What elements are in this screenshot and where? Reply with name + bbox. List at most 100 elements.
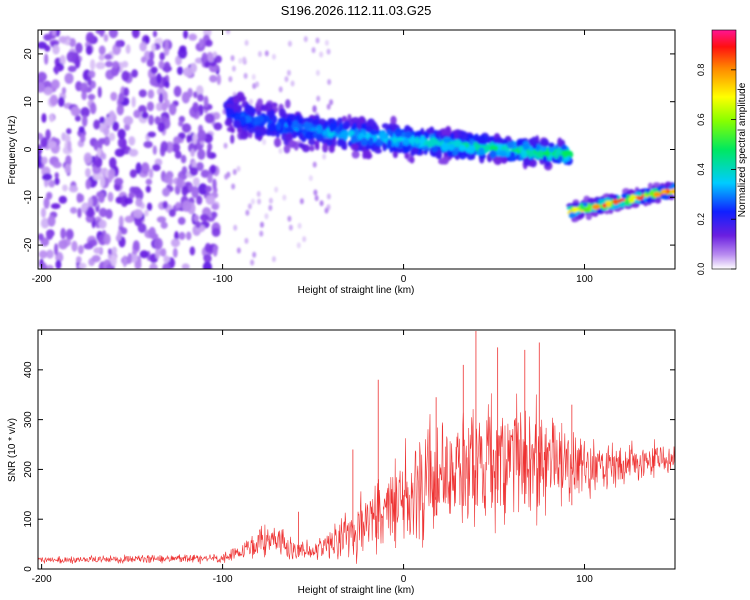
spectrogram-cell — [170, 238, 181, 248]
spectrogram-cell — [38, 154, 43, 166]
spectrogram-cell — [149, 50, 155, 61]
spectrogram-cell — [117, 137, 127, 149]
spectrogram-cell — [114, 148, 125, 157]
spectrogram-cell — [557, 155, 564, 162]
spectrogram-cell — [245, 107, 255, 114]
spectrogram-cell — [67, 139, 72, 152]
spectrogram-cell — [247, 127, 256, 134]
spectrogram-cell — [211, 203, 219, 210]
spectrogram-cell — [123, 197, 133, 205]
spectrogram-cell — [99, 116, 106, 124]
spectrogram-cell — [453, 139, 462, 147]
spectrogram-cell — [212, 178, 217, 190]
spectrogram-cell — [105, 208, 113, 220]
spectrogram-cell — [247, 203, 252, 210]
spectrogram-cell — [98, 54, 105, 61]
spectrogram-cell — [138, 89, 147, 98]
spectrogram-cell — [153, 237, 163, 250]
spectrogram-cell — [127, 252, 132, 265]
spectrogram-cell — [55, 30, 61, 37]
spectrogram-cell — [224, 173, 229, 180]
spectrogram-cell — [239, 131, 249, 140]
spectrogram-cell — [118, 215, 124, 228]
spectrogram-cell — [155, 102, 164, 112]
spectrogram-cell — [257, 51, 262, 58]
spectrogram-cell — [231, 65, 236, 72]
spectrogram-cell — [88, 70, 96, 79]
spectrogram-cell — [256, 115, 265, 123]
spectrogram-y-label: Frequency (Hz) — [7, 116, 18, 185]
spectrogram-cell — [47, 141, 57, 148]
spectrogram-cell — [437, 158, 447, 165]
spectrogram-y-tick-label: 0 — [23, 146, 34, 152]
spectrogram-cell — [340, 138, 345, 148]
spectrogram-cell — [52, 161, 62, 169]
spectrogram-cell — [414, 136, 420, 145]
spectrogram-cell — [297, 123, 304, 130]
spectrogram-cell — [225, 107, 232, 117]
spectrogram-cell — [135, 189, 144, 201]
spectrogram-cell — [128, 136, 136, 146]
spectrogram-cell — [195, 221, 201, 229]
spectrogram-cell — [89, 102, 97, 115]
spectrogram-cell — [122, 255, 127, 268]
spectrogram-cell — [587, 197, 596, 204]
spectrogram-cell — [351, 150, 360, 159]
spectrogram-cell — [173, 136, 182, 145]
spectrogram-cell — [180, 154, 187, 164]
spectrogram-cell — [177, 216, 186, 225]
spectrogram-cell — [248, 98, 253, 105]
spectrogram-cell — [108, 30, 118, 39]
spectrogram-cell — [447, 143, 455, 151]
spectrogram-cell — [58, 195, 68, 204]
spectrogram-cell — [469, 138, 474, 146]
spectrogram-cell — [568, 212, 576, 219]
spectrogram-cell — [67, 65, 77, 73]
spectrogram-cell — [58, 96, 65, 107]
spectrogram-cell — [197, 183, 208, 195]
spectrogram-cell — [74, 115, 81, 122]
spectrogram-cell — [256, 109, 262, 116]
spectrogram-cell — [440, 143, 449, 152]
spectrogram-cell — [133, 109, 141, 119]
spectrogram-cell — [494, 137, 504, 144]
spectrogram-cell — [115, 40, 122, 48]
spectrogram-cell — [276, 121, 282, 131]
spectrogram-cell — [630, 194, 636, 201]
spectrogram-cell — [650, 198, 656, 203]
spectrogram-cell — [430, 140, 436, 147]
spectrogram-cell — [78, 126, 85, 133]
spectrogram-cell — [188, 142, 198, 154]
spectrogram-cell — [64, 134, 71, 143]
spectrogram-cell — [64, 72, 74, 84]
spectrogram-cell — [145, 185, 151, 193]
spectrogram-cell — [386, 129, 392, 136]
spectrogram-cell — [139, 250, 149, 259]
spectrogram-cell — [178, 120, 184, 127]
spectrogram-cell — [647, 182, 653, 190]
snr-series-line — [38, 393, 675, 565]
spectrogram-cell — [79, 82, 89, 93]
spectrogram-cell — [93, 247, 102, 254]
spectrogram-cell — [436, 149, 443, 160]
spectrogram-cell — [308, 138, 316, 146]
spectrogram-cell — [114, 177, 124, 186]
spectrogram-cell — [264, 50, 269, 57]
spectrogram-cell — [318, 118, 326, 125]
spectrogram-cell — [482, 136, 488, 145]
spectrogram-cell — [375, 138, 384, 147]
spectrogram-cell — [199, 213, 209, 222]
spectrogram-cell — [159, 248, 165, 257]
spectrogram-cell — [386, 139, 392, 150]
spectrogram-cell — [209, 74, 218, 83]
spectrogram-cell — [107, 248, 113, 255]
spectrogram-cell — [181, 185, 188, 197]
spectrogram-cell — [177, 47, 188, 59]
spectrogram-cell — [43, 86, 53, 96]
spectrogram-cell — [171, 142, 181, 153]
spectrogram-cell — [38, 41, 47, 50]
snr-panel: -200 -100 0 100 0 100 200 300 400 Height of str… — [7, 329, 676, 596]
spectrogram-cell — [85, 167, 91, 178]
spectrogram-cell — [158, 92, 164, 104]
spectrogram-cell — [192, 177, 200, 187]
